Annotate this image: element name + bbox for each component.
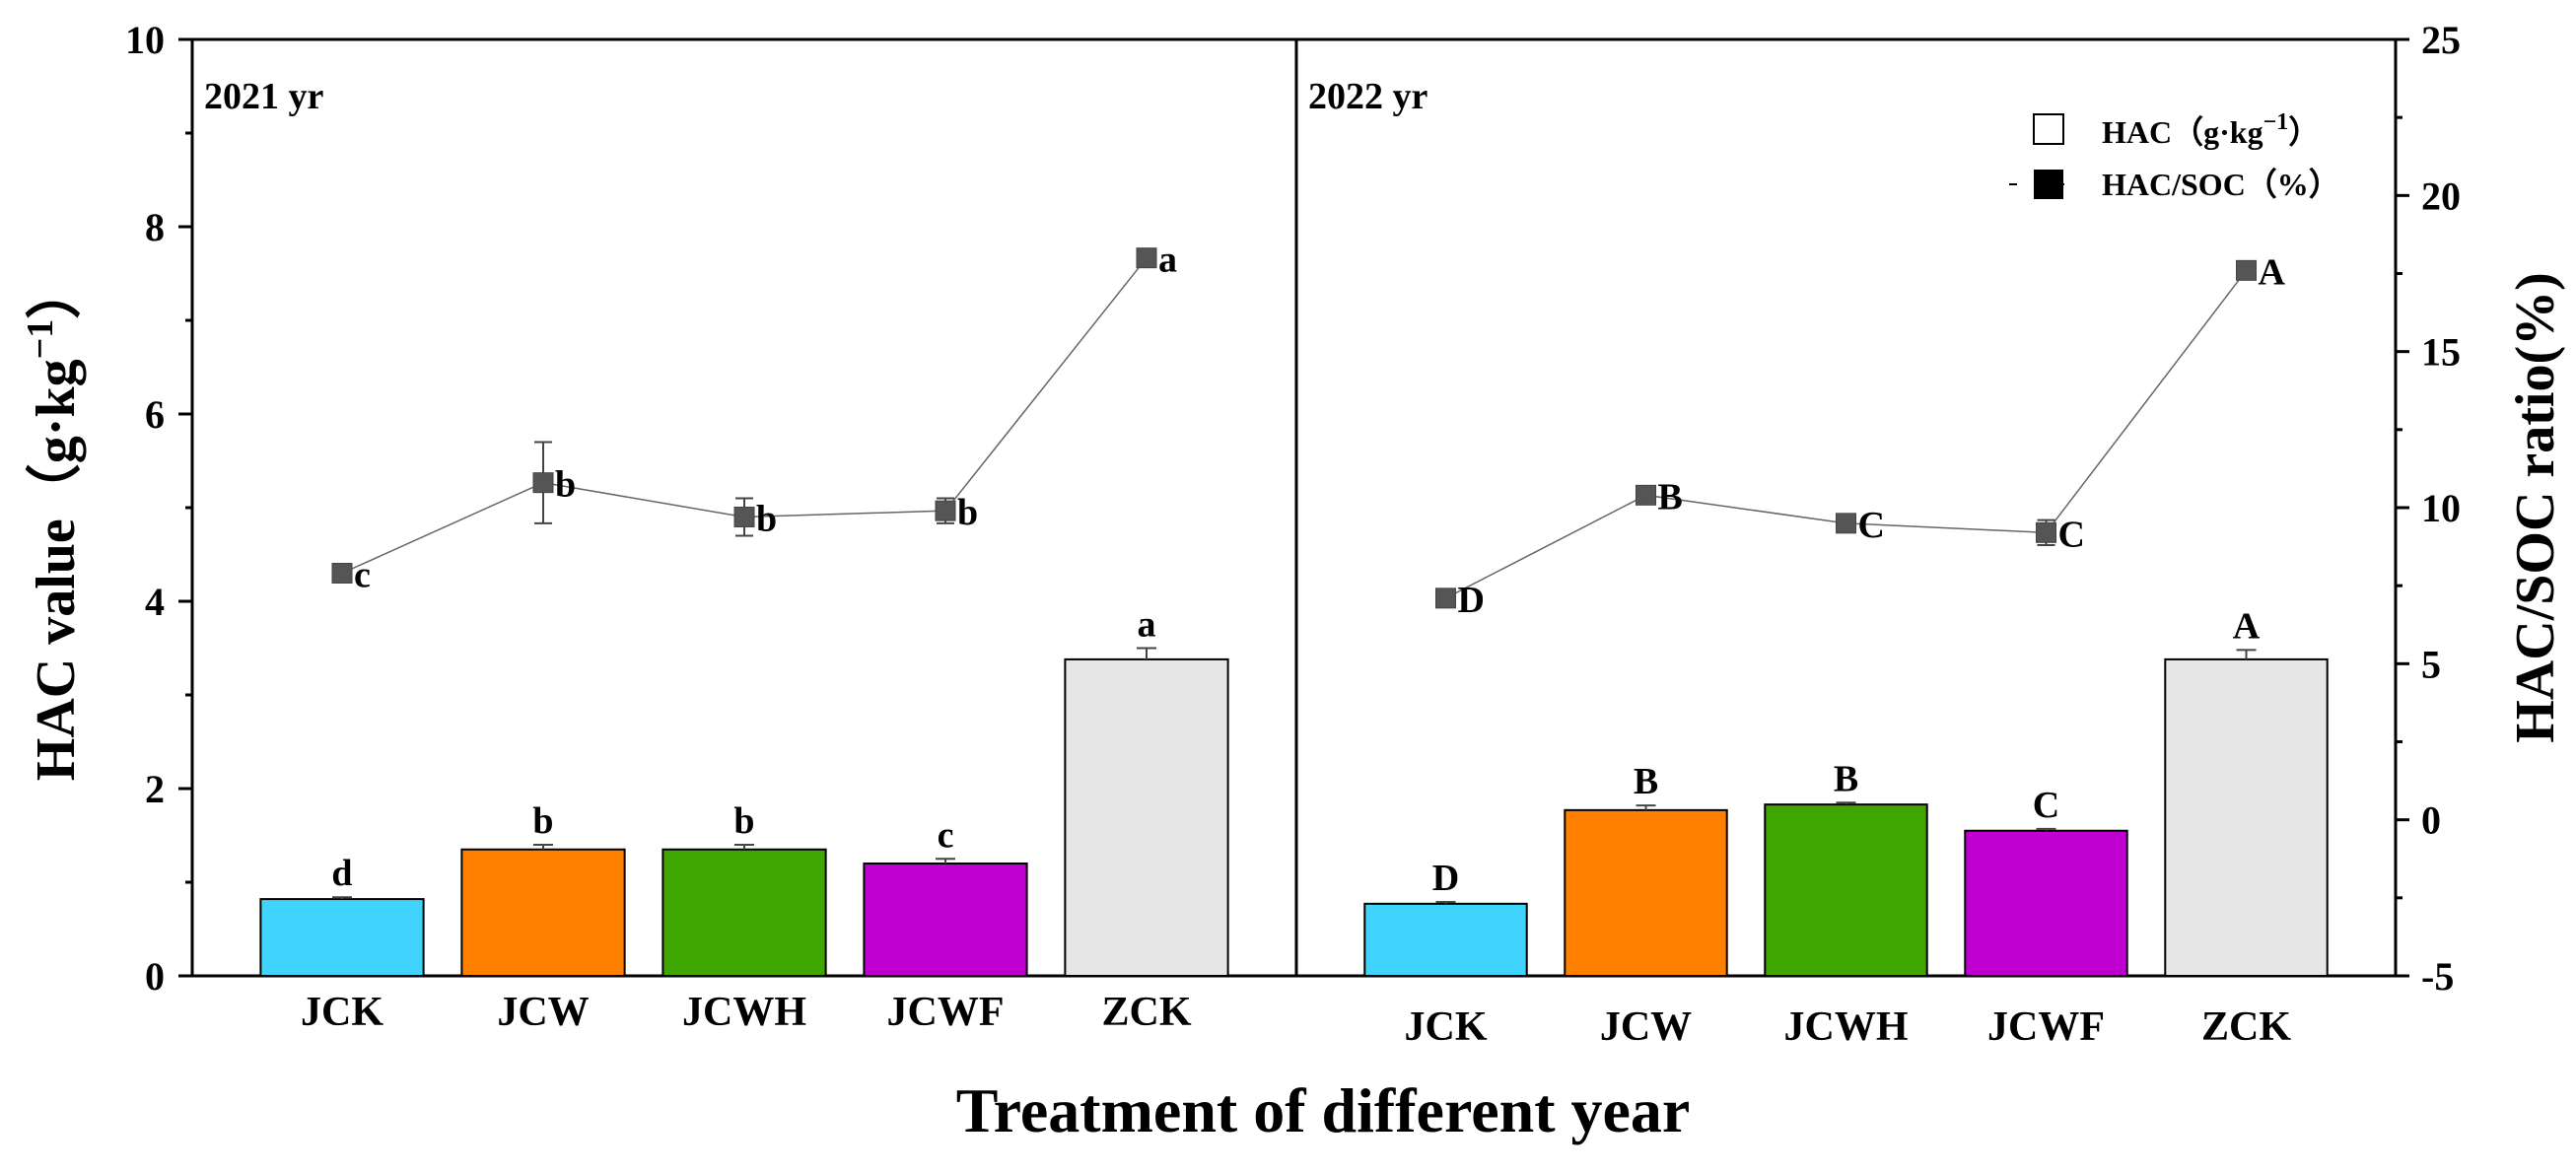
panel-label: 2022 yr (1308, 76, 1428, 117)
ratio-sig-label: b (756, 499, 777, 540)
bar-sig-label: D (1432, 858, 1459, 899)
ratio-marker (1435, 587, 1456, 609)
y-right-tick-label: 5 (2421, 642, 2441, 686)
x-tick-label: JCK (301, 990, 383, 1035)
ratio-marker (1836, 513, 1856, 534)
legend-line-swatch-marker (2034, 170, 2063, 199)
bar-zck (1064, 657, 1229, 978)
bar-jcwf (863, 863, 1028, 977)
y-left-tick-label: 0 (145, 954, 165, 999)
ratio-sig-label: a (1158, 240, 1177, 281)
ratio-sig-label: C (2058, 514, 2085, 555)
legend: HAC（g·kg−1） HAC/SOC（%） (2009, 109, 2340, 202)
ratio-marker (1136, 247, 1157, 269)
ratio-marker (331, 563, 353, 584)
y-left-tick-label: 10 (125, 18, 165, 62)
x-tick-label: JCWF (1987, 1004, 2105, 1050)
bar-sig-label: d (331, 853, 352, 894)
bar-sig-label: A (2233, 605, 2261, 647)
ratio-marker (2036, 521, 2056, 543)
x-tick-label: JCWH (1784, 1004, 1909, 1050)
panel-label: 2021 yr (204, 76, 324, 117)
x-tick-label: JCW (1600, 1004, 1692, 1050)
y-left-tick-label: 6 (145, 392, 165, 437)
y-axis-left-title: HAC value（g·kg−1） (20, 264, 87, 781)
ratio-sig-label: D (1458, 580, 1485, 621)
ratio-series-line (1445, 269, 2248, 599)
x-tick-label: JCWH (682, 990, 806, 1035)
legend-line-label: HAC/SOC（%） (2102, 167, 2340, 202)
legend-bar-swatch (2033, 113, 2064, 145)
bar-zck (2164, 657, 2329, 978)
bar-sig-label: B (1834, 758, 1858, 799)
ratio-sig-label: A (2259, 251, 2286, 293)
ratio-marker (733, 507, 755, 527)
ratio-sig-label: c (354, 555, 371, 596)
bar-jcwh (661, 848, 827, 977)
bar-sig-label: a (1138, 604, 1156, 646)
y-left-tick-label: 2 (145, 767, 165, 811)
bar-jcw (1564, 808, 1728, 977)
y-axis-right-title: HAC/SOC ratio(%) (2505, 272, 2566, 743)
bar-jcwh (1764, 803, 1928, 978)
ratio-sig-label: b (555, 464, 576, 506)
y-right-tick-label: -5 (2421, 954, 2454, 999)
y-left-tick-label: 4 (145, 580, 165, 624)
y-right-tick-label: 20 (2421, 173, 2461, 218)
bar-jck (259, 898, 425, 977)
ratio-marker (1636, 484, 1656, 506)
y-axis-left-title-sup: −1 (20, 319, 61, 360)
ratio-sig-label: C (1858, 505, 1885, 546)
bar-jcwf (1964, 829, 2128, 977)
ratio-marker (532, 472, 554, 494)
x-tick-label: ZCK (1101, 990, 1191, 1035)
x-tick-label: ZCK (2201, 1004, 2291, 1050)
bar-sig-label: b (733, 800, 754, 842)
bar-sig-label: c (938, 814, 954, 856)
ratio-sig-label: B (1658, 476, 1683, 518)
x-tick-label: JCWF (887, 990, 1005, 1035)
y-left-tick-label: 8 (145, 205, 165, 249)
legend-bar-label-sup: −1 (2263, 109, 2289, 135)
bar-sig-label: B (1634, 761, 1658, 802)
ratio-sig-label: b (957, 492, 978, 533)
bar-sig-label: C (2033, 785, 2059, 826)
ratio-marker (935, 500, 956, 521)
bar-sig-label: b (532, 800, 553, 842)
y-right-tick-label: 15 (2421, 330, 2461, 375)
ratio-marker (2236, 259, 2257, 281)
bar-jcw (460, 848, 626, 977)
y-right-tick-label: 0 (2421, 798, 2441, 843)
x-axis-title: Treatment of different year (956, 1075, 1691, 1145)
plot-area: 0 2 4 6 8 10 -5 0 5 10 15 20 25 2021 yr d JCK b JCW b JCWH c… (125, 18, 2461, 1050)
y-right-tick-label: 25 (2421, 18, 2461, 62)
x-tick-label: JCW (497, 990, 589, 1035)
x-tick-label: JCK (1405, 1004, 1488, 1050)
bar-jck (1363, 902, 1528, 977)
y-right-tick-label: 10 (2421, 486, 2461, 530)
legend-bar-label: HAC（g·kg−1） (2102, 109, 2320, 150)
